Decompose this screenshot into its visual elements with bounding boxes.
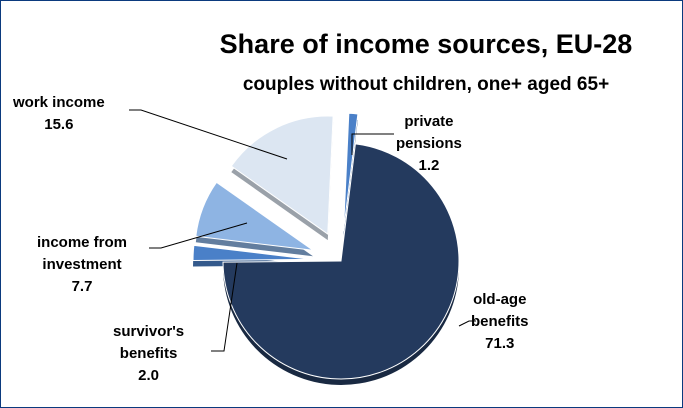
label-old-age-benefits: old-age benefits 71.3 <box>471 289 529 355</box>
pie-slice-private-pensions <box>343 112 359 232</box>
pie-slice-old-age-benefits <box>222 143 460 380</box>
pie-slice-survivors-benefits <box>192 244 312 261</box>
value-work-income: 15.6 <box>44 116 74 133</box>
label-private-pensions-line1: private <box>404 113 454 130</box>
label-work-income: work income 15.6 <box>13 92 105 136</box>
pie-slice-work-income <box>230 115 334 236</box>
leader-line-work-income <box>129 109 288 160</box>
chart-title: Share of income sources, EU-28 <box>219 29 633 59</box>
label-income-from-investment-line1: income from <box>37 234 128 251</box>
label-survivors-benefits: survivor's benefits 2.0 <box>113 321 184 387</box>
label-old-age-benefits-line2: benefits <box>471 313 529 330</box>
leader-line-old-age-benefits <box>458 320 476 327</box>
leader-line-private-pensions <box>351 133 394 155</box>
leader-line-survivors-benefits <box>211 262 238 352</box>
label-income-from-investment-line2: investment <box>42 256 122 273</box>
label-survivors-benefits-line1: survivor's <box>113 323 185 340</box>
pie-slice-income-from-investment <box>195 181 314 251</box>
label-income-from-investment: income from investment 7.7 <box>37 232 127 298</box>
label-old-age-benefits-line1: old-age <box>473 291 527 308</box>
leader-line-income-from-investment <box>149 222 248 249</box>
label-work-income-line1: work income <box>13 94 105 111</box>
value-old-age-benefits: 71.3 <box>485 335 515 352</box>
value-income-from-investment: 7.7 <box>71 278 93 295</box>
chart-subtitle: couples without children, one+ aged 65+ <box>242 74 610 95</box>
label-private-pensions: private pensions 1.2 <box>396 111 462 177</box>
label-survivors-benefits-line2: benefits <box>119 345 178 362</box>
value-survivors-benefits: 2.0 <box>138 367 159 384</box>
label-private-pensions-line2: pensions <box>396 135 462 152</box>
value-private-pensions: 1.2 <box>418 157 440 174</box>
